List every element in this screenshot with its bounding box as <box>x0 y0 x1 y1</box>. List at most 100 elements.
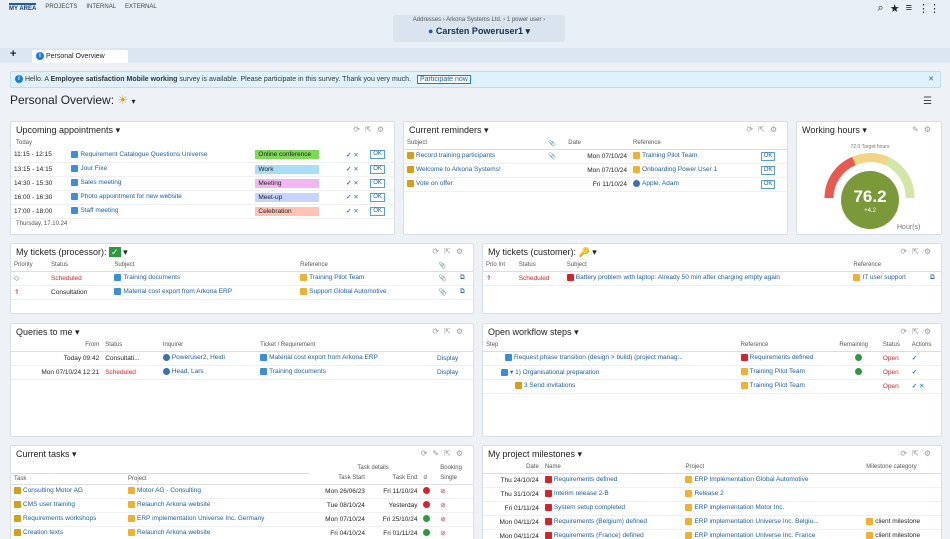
participate-button[interactable]: Participate now <box>416 74 471 84</box>
milestone-row[interactable]: Mon 04/11/24 Requirements (France) define… <box>483 529 941 539</box>
tab-personal-overview[interactable]: i Personal Overview <box>32 50 128 63</box>
reminder-reference[interactable]: Training Pilot Team <box>630 149 758 164</box>
milestone-project[interactable]: ERP Implementation Global Automotive <box>682 473 864 488</box>
close-icon[interactable]: ✕ <box>353 151 359 159</box>
chevron-down-icon[interactable]: ▾ <box>592 247 597 257</box>
task-name[interactable]: CMS user training <box>11 498 126 513</box>
ok-button[interactable]: OK <box>760 179 776 189</box>
edit-icon[interactable]: ⧉ <box>456 285 473 300</box>
appointment-subject[interactable]: Jour Fixe <box>68 162 253 177</box>
nav-external[interactable]: EXTERNAL <box>125 4 157 10</box>
milestone-row[interactable]: Fri 01/11/24 System setup completed ERP im… <box>483 501 941 516</box>
panel-title[interactable]: Working hours <box>802 125 860 135</box>
close-icon[interactable]: ✕ <box>928 76 934 83</box>
key-icon[interactable]: 🔑 <box>578 247 590 257</box>
close-icon[interactable]: ✕ <box>917 383 925 390</box>
panel-actions[interactable]: ⟳⇱⚙ <box>900 327 936 336</box>
display-link[interactable]: Display <box>433 351 473 366</box>
appointment-row[interactable]: 11:15 - 12:15 Requirement Catalogue Quest… <box>11 148 394 163</box>
appointment-subject[interactable]: Photo appointment for new website <box>68 190 253 205</box>
add-tab-icon[interactable]: + <box>10 48 17 60</box>
nav-my-area[interactable]: MY AREA <box>9 3 37 13</box>
ticket-row[interactable]: ⇑ Consultation Material cost export from A… <box>11 285 473 300</box>
task-row[interactable]: CMS user training Relaunch Arkona website… <box>11 498 473 513</box>
task-project[interactable]: ERP implementation Universe Inc. Germany <box>125 512 309 527</box>
chevron-down-icon[interactable]: ▾ <box>115 125 121 135</box>
task-name[interactable]: Creation texts <box>11 526 126 539</box>
appointment-subject[interactable]: Sales meeting <box>68 176 253 191</box>
panel-title[interactable]: Open workflow steps <box>488 327 572 337</box>
workflow-row[interactable]: ▾ 1) Organisational preparation Training … <box>483 365 941 380</box>
ticket-row[interactable]: ◇ Scheduled Training documents Training Pil… <box>11 271 473 286</box>
appointment-row[interactable]: 17:00 - 18:00 Staff meeting Celebration ✓ ✕… <box>11 204 394 219</box>
panel-title[interactable]: Current tasks <box>16 449 70 459</box>
workflow-reference[interactable]: Requirements defined <box>737 351 837 366</box>
search-icon[interactable]: ⌕ <box>877 2 884 14</box>
ticket-subject[interactable]: Training documents <box>111 271 298 286</box>
display-link[interactable]: Display <box>433 365 473 380</box>
check-icon[interactable]: ✓ <box>345 151 352 159</box>
query-inquirer[interactable]: Poweruser2, Heidi <box>159 351 258 366</box>
ok-button[interactable]: OK <box>370 178 385 188</box>
close-icon[interactable]: ✕ <box>353 166 359 173</box>
close-icon[interactable]: ✕ <box>353 180 359 187</box>
milestone-project[interactable]: Release 2 <box>682 487 864 502</box>
ticket-row[interactable]: ⇑ Scheduled Battery problem with laptop: A… <box>483 271 941 286</box>
panel-actions[interactable]: ✎⚙ <box>912 125 936 134</box>
ticket-reference[interactable]: Training Pilot Team <box>297 271 436 286</box>
chevron-down-icon[interactable]: ▾ <box>123 247 128 257</box>
breadcrumb[interactable]: Addresses › Arkona Systems Ltd. › 1 powe… <box>412 17 546 23</box>
panel-title[interactable]: My tickets (processor): <box>16 247 107 257</box>
reminder-reference[interactable]: Onboarding Power User 1 <box>630 163 758 178</box>
checkbox-icon[interactable]: ✓ <box>109 247 121 257</box>
ok-button[interactable]: OK <box>370 164 385 174</box>
panel-actions[interactable]: ⟳⇱⚙ <box>900 449 936 458</box>
workflow-row[interactable]: 3 Send invitations Training Pilot Team Ope… <box>483 379 941 394</box>
menu-icon[interactable]: ≡ <box>905 2 912 14</box>
booking-icon[interactable]: ⊘ <box>437 526 473 539</box>
query-row[interactable]: Mon 07/10/24 12:21 Scheduled Head, Lars Tra… <box>11 365 473 380</box>
milestone-name[interactable]: Interim release 2-B <box>541 487 683 502</box>
panel-title[interactable]: My tickets (customer): <box>488 247 577 257</box>
appointment-subject[interactable]: Staff meeting <box>68 204 253 219</box>
chevron-down-icon[interactable]: ▾ <box>862 125 867 135</box>
booking-icon[interactable]: ⊘ <box>437 512 473 527</box>
panel-title[interactable]: My project milestones <box>488 449 576 459</box>
panel-actions[interactable]: ⟳⇱⚙ <box>900 247 936 256</box>
reminder-reference[interactable]: Apple, Adam <box>630 177 758 192</box>
panel-title[interactable]: Upcoming appointments <box>16 125 114 135</box>
reminder-row[interactable]: Vote on offer Fri 11/10/24 Apple, Adam OK <box>404 177 787 192</box>
ok-button[interactable]: OK <box>370 192 385 202</box>
workflow-step[interactable]: ▾ 1) Organisational preparation <box>483 365 738 380</box>
panel-title[interactable]: Queries to me <box>16 327 73 337</box>
task-row[interactable]: Consulting Motor AG Motor AG - Consulting… <box>11 484 473 499</box>
ok-button[interactable]: OK <box>370 150 385 160</box>
check-icon[interactable]: ✓ <box>345 194 352 201</box>
chevron-down-icon[interactable]: ▾ <box>574 327 579 337</box>
milestone-name[interactable]: Requirements defined <box>541 473 683 488</box>
edit-icon[interactable]: ⧉ <box>927 271 941 286</box>
query-ticket[interactable]: Training documents <box>257 365 434 380</box>
nav-internal[interactable]: INTERNAL <box>86 4 117 10</box>
check-icon[interactable]: ✓ <box>345 166 352 173</box>
query-row[interactable]: Today 09:42 Consultati... Poweruser2, Heid… <box>11 351 473 366</box>
edit-icon[interactable]: ⧉ <box>456 271 473 286</box>
task-row[interactable]: Creation texts Relaunch Arkona website Fri… <box>11 526 473 539</box>
ticket-reference[interactable]: IT user support <box>850 271 928 286</box>
reminder-subject[interactable]: Vote on offer <box>404 177 546 192</box>
milestone-row[interactable]: Thu 24/10/24 Requirements defined ERP Impl… <box>483 473 941 488</box>
query-ticket[interactable]: Material cost export from Arkona ERP <box>257 351 434 366</box>
check-icon[interactable]: ✓ <box>911 355 918 362</box>
workflow-reference[interactable]: Training Pilot Team <box>737 365 837 380</box>
chevron-down-icon[interactable]: ▾ <box>131 97 136 106</box>
panel-title[interactable]: Current reminders <box>409 125 482 135</box>
chevron-down-icon[interactable]: ▾ <box>75 327 80 337</box>
ok-button[interactable]: OK <box>370 206 385 216</box>
close-icon[interactable]: ✕ <box>353 208 359 215</box>
reminder-subject[interactable]: Record training participants <box>404 149 546 164</box>
attachment-icon[interactable]: 📎 <box>548 153 557 160</box>
nav-projects[interactable]: PROJECTS <box>45 4 78 10</box>
user-context-box[interactable]: Addresses › Arkona Systems Ltd. › 1 powe… <box>393 15 565 42</box>
workflow-reference[interactable]: Training Pilot Team <box>737 379 837 394</box>
milestone-project[interactable]: ERP implementation Motor Inc. <box>682 501 864 516</box>
